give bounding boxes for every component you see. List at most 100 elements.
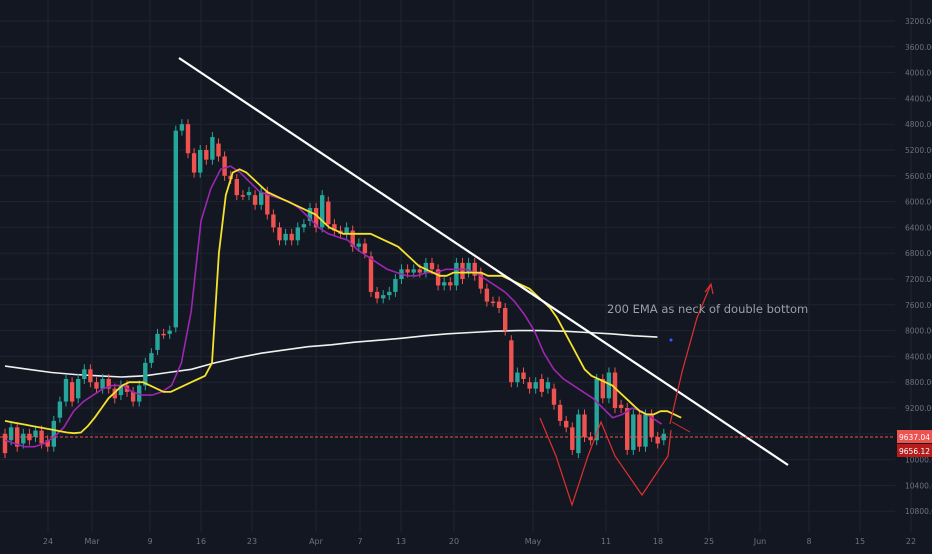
breakout-arrow-line [669, 283, 712, 425]
y-tick-label: 5200.00 [905, 146, 932, 155]
x-tick-label: 15 [855, 537, 865, 546]
candle-body [356, 243, 361, 247]
price-label-badge [897, 444, 932, 457]
candle-body [454, 262, 459, 286]
candle-body [173, 130, 178, 328]
candle-body [661, 433, 666, 441]
candle-body [326, 201, 331, 225]
candle-body [466, 262, 471, 273]
candle-body [344, 227, 349, 234]
candle-body [570, 427, 575, 450]
candle-body [625, 408, 630, 450]
candle-body [655, 437, 660, 444]
candle-body [76, 378, 81, 399]
y-tick-label: 4400.00 [905, 94, 932, 103]
x-tick-label: 25 [704, 537, 714, 546]
ema-purple-line [4, 165, 663, 448]
candle-body [33, 430, 38, 438]
x-tick-label: 24 [43, 537, 53, 546]
y-tick-label: 8800.00 [905, 378, 932, 387]
candle-body [362, 243, 368, 254]
candle-body [185, 124, 191, 154]
annotation-tick [671, 421, 691, 433]
candle-body [545, 382, 551, 389]
candle-body [283, 233, 288, 241]
y-tick-label: 9200.00 [905, 404, 932, 413]
candle-body [350, 230, 355, 247]
candle-body [631, 414, 636, 450]
candle-body [161, 333, 166, 336]
candle-body [539, 378, 544, 392]
candle-body [618, 404, 624, 408]
candle-body [301, 224, 307, 228]
candle-body [88, 369, 93, 383]
candle-body [417, 269, 422, 273]
x-tick-label: May [525, 537, 542, 546]
candle-body [277, 227, 282, 241]
candle-body [381, 295, 386, 299]
candle-body [210, 137, 215, 160]
price-label-text: 9637.04 [899, 433, 930, 442]
x-tick-label: 23 [247, 537, 257, 546]
x-tick-label: 9 [147, 537, 152, 546]
y-tick-label: 10400.00 [905, 481, 932, 490]
y-tick-label: 3600.00 [905, 43, 932, 52]
y-tick-label: 8400.00 [905, 352, 932, 361]
x-tick-label: 18 [653, 537, 663, 546]
candle-body [612, 372, 618, 408]
candle-body [320, 195, 325, 228]
y-tick-label: 4000.00 [905, 69, 932, 78]
candle-body [557, 404, 563, 421]
candle-body [8, 427, 14, 441]
candle-body [2, 433, 8, 454]
candle-body [118, 385, 124, 396]
candle-body [387, 291, 392, 296]
candle-body [582, 414, 587, 438]
candle-body [179, 124, 185, 131]
price-label-text: 9656.12 [899, 447, 930, 456]
candle-body [588, 437, 593, 441]
candle-body [204, 150, 209, 160]
candle-body [21, 433, 26, 444]
candle-body [460, 262, 465, 279]
candle-body [216, 143, 221, 157]
candle-body [27, 433, 32, 441]
candle-body [435, 269, 441, 286]
y-tick-label: 7600.00 [905, 301, 932, 310]
y-tick-label: 6800.00 [905, 249, 932, 258]
candle-body [551, 388, 557, 405]
candle-body [490, 301, 496, 304]
ema-yellow-line [4, 168, 682, 435]
candle-body [307, 208, 313, 221]
candle-body [600, 378, 605, 399]
candle-body [234, 179, 239, 196]
candle-body [271, 214, 276, 228]
candle-body [515, 372, 520, 383]
candle-body [478, 272, 483, 289]
candle-body [509, 340, 514, 383]
candle-body [130, 391, 136, 402]
candle-body [332, 224, 337, 231]
candle-body [252, 195, 258, 205]
x-tick-label: 16 [196, 537, 206, 546]
candle-body [564, 420, 569, 428]
candle-body [100, 378, 105, 389]
candle-body [51, 420, 56, 447]
candle-body [496, 301, 502, 309]
candle-body [405, 269, 410, 273]
x-tick-label: Jun [753, 537, 767, 546]
x-tick-label: 7 [357, 537, 362, 546]
double-bottom-drawing [539, 417, 672, 507]
y-tick-label: 6000.00 [905, 198, 932, 207]
y-tick-label: 6400.00 [905, 223, 932, 232]
candle-body [576, 414, 581, 454]
candle-body [155, 333, 160, 350]
candle-body [594, 378, 599, 441]
candle-body [57, 401, 63, 418]
y-tick-label: 5600.00 [905, 172, 932, 181]
candle-body [198, 150, 203, 173]
candle-body [265, 191, 270, 215]
